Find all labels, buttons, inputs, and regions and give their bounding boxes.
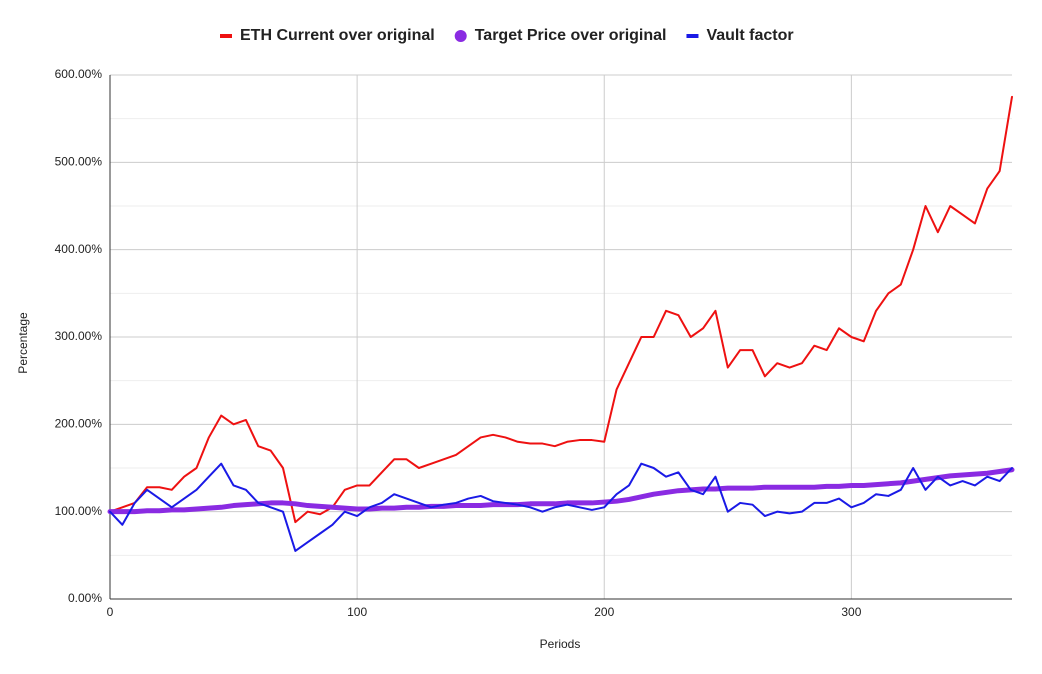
legend-marker xyxy=(454,30,467,42)
legend-marker xyxy=(220,34,232,38)
legend-label: Vault factor xyxy=(706,27,793,44)
y-tick-label: 200.00% xyxy=(55,417,103,431)
x-tick-label: 300 xyxy=(841,605,861,619)
legend-marker xyxy=(686,34,699,38)
x-tick-label: 100 xyxy=(347,605,367,619)
x-tick-label: 200 xyxy=(594,605,614,619)
x-tick-label: 0 xyxy=(107,605,114,619)
y-tick-label: 0.00% xyxy=(68,591,102,605)
series-line xyxy=(109,95,1013,524)
y-tick-label: 600.00% xyxy=(55,67,103,81)
y-tick-label: 300.00% xyxy=(55,329,103,343)
y-tick-label: 400.00% xyxy=(55,242,103,256)
y-axis-title: Percentage xyxy=(16,312,30,374)
legend-label: ETH Current over original xyxy=(240,27,435,44)
y-tick-label: 500.00% xyxy=(55,155,103,169)
legend-label: Target Price over original xyxy=(475,27,667,44)
y-tick-label: 100.00% xyxy=(55,504,103,518)
series-line xyxy=(109,462,1013,552)
x-axis-title: Periods xyxy=(540,637,581,651)
legend: ETH Current over original Target Price ov… xyxy=(220,27,794,44)
